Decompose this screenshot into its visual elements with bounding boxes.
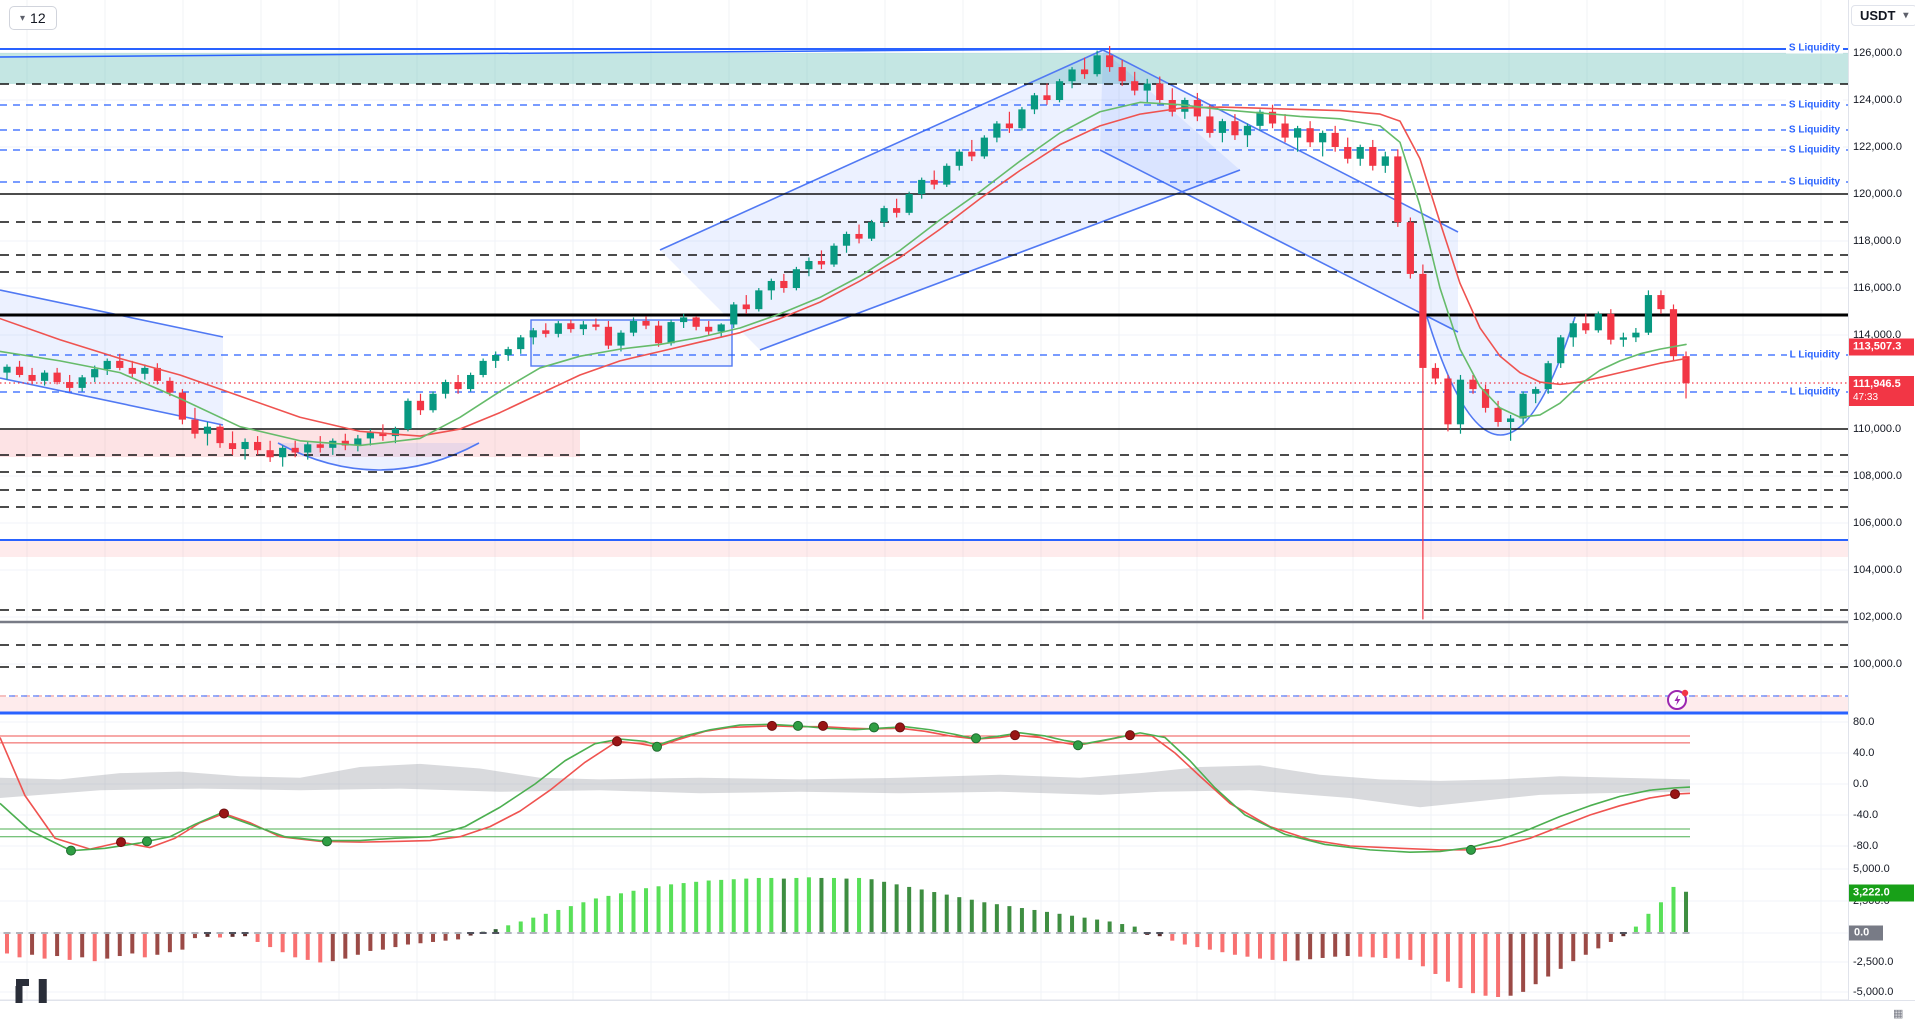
signal-dot-green [869,722,879,733]
oscillator-axis-label: 0.0 [1853,778,1869,790]
histogram-axis-label: -2,500.0 [1853,956,1894,968]
signal-dot-green [142,836,152,847]
histogram-zero-value: 0.0 [1854,926,1870,939]
histogram-panel [0,877,1915,1001]
price-axis-label: 118,000.0 [1853,235,1902,247]
liquidity-label: S Liquidity [1785,99,1843,111]
signal-dot-red [116,837,126,848]
oscillator-axis-label: -40.0 [1853,809,1879,821]
countdown-timer: 47:33 [1853,392,1879,403]
oscillator-axis-label: 40.0 [1853,747,1875,759]
liquidity-label: L Liquidity [1786,349,1843,361]
signal-dot-green [652,741,662,752]
histogram-axis-label: 5,000.0 [1853,863,1890,875]
oscillator-green-line [0,723,1691,854]
signal-dot-red [219,808,229,819]
price-axis-label: 106,000.0 [1853,517,1902,529]
current-price-badge: 111,946.5 47:33 [1849,376,1914,406]
low-support-zone [0,697,1848,712]
right-rounding-bottom [1426,316,1576,436]
signal-dot-red [1010,730,1020,741]
tradingview-logo[interactable] [14,978,48,1009]
mid-support-zone [0,540,1848,557]
notification-dot [1681,689,1689,697]
signal-dot-red [1125,730,1135,741]
ma-fast-green [0,101,1687,447]
liquidity-label: S Liquidity [1785,176,1843,188]
price-axis-label: 102,000.0 [1853,611,1902,623]
ma-slow-red [0,106,1687,437]
interval-label: 12 [30,10,46,26]
levels [0,48,1848,715]
price-axis-label: 116,000.0 [1853,282,1902,294]
gridlines [0,0,1848,1000]
signal-dot-green [1073,740,1083,751]
price-level-badge: 113,507.3 [1849,338,1914,356]
signal-dot-red [1670,789,1680,800]
price-axis[interactable] [1848,0,1915,1000]
price-axis-label: 110,000.0 [1853,423,1902,435]
price-axis-label: 114,000.0 [1853,329,1902,341]
price-axis-label: 122,000.0 [1853,141,1902,153]
oscillator-axis-label: 80.0 [1853,716,1875,728]
liquidity-label: L Liquidity [1786,386,1843,398]
teal-supply-zone [0,53,1848,84]
signal-dot-green [793,720,803,731]
calendar-icon[interactable]: ▦ [1893,1008,1904,1020]
histogram-axis-label: -5,000.0 [1853,986,1894,998]
long-top-trendline [0,48,1104,58]
quote-currency-label: USDT [1860,8,1896,23]
indicator-flash-icon[interactable] [1665,686,1693,719]
signal-dot-green [971,733,981,744]
price-axis-label: 126,000.0 [1853,47,1902,59]
candles-layer [3,45,1690,620]
price-level-value: 113,507.3 [1853,340,1902,353]
liquidity-label: S Liquidity [1785,124,1843,136]
price-axis-label: 120,000.0 [1853,188,1902,200]
oscillator-cloud [0,763,1690,808]
histogram-value-badge: 3,222.0 [1849,884,1914,902]
price-axis-label: 100,000.0 [1853,658,1902,670]
oscillator-panel [0,720,1691,856]
signal-dot-green [66,845,76,856]
left-demand-zone [0,430,580,457]
histogram-zero-badge: 0.0 [1849,925,1883,941]
price-axis-label: 104,000.0 [1853,564,1902,576]
signal-dot-red [767,720,777,731]
chevron-down-icon: ▾ [1903,10,1909,21]
ma-fast-green [0,101,1687,447]
quote-currency-button[interactable]: USDT ▾ [1851,5,1915,26]
zones [0,53,1848,712]
histogram-value: 3,222.0 [1853,886,1890,899]
price-axis-label: 108,000.0 [1853,470,1902,482]
liquidity-label: S Liquidity [1785,42,1843,54]
time-axis[interactable] [0,1000,1915,1020]
drawings [0,48,1576,471]
signal-dot-green [322,836,332,847]
price-axis-label: 124,000.0 [1853,94,1902,106]
interval-button[interactable]: ▾ 12 [9,6,57,30]
chevron-down-icon: ▾ [20,12,26,24]
signal-dot-red [895,722,905,733]
ma-slow-red [0,106,1687,437]
current-price-value: 111,946.5 [1853,378,1901,390]
signal-dot-red [818,720,828,731]
signal-dot-green [1466,844,1476,855]
liquidity-label: S Liquidity [1785,144,1843,156]
oscillator-axis-label: -80.0 [1853,840,1879,852]
signal-dot-red [612,736,622,747]
